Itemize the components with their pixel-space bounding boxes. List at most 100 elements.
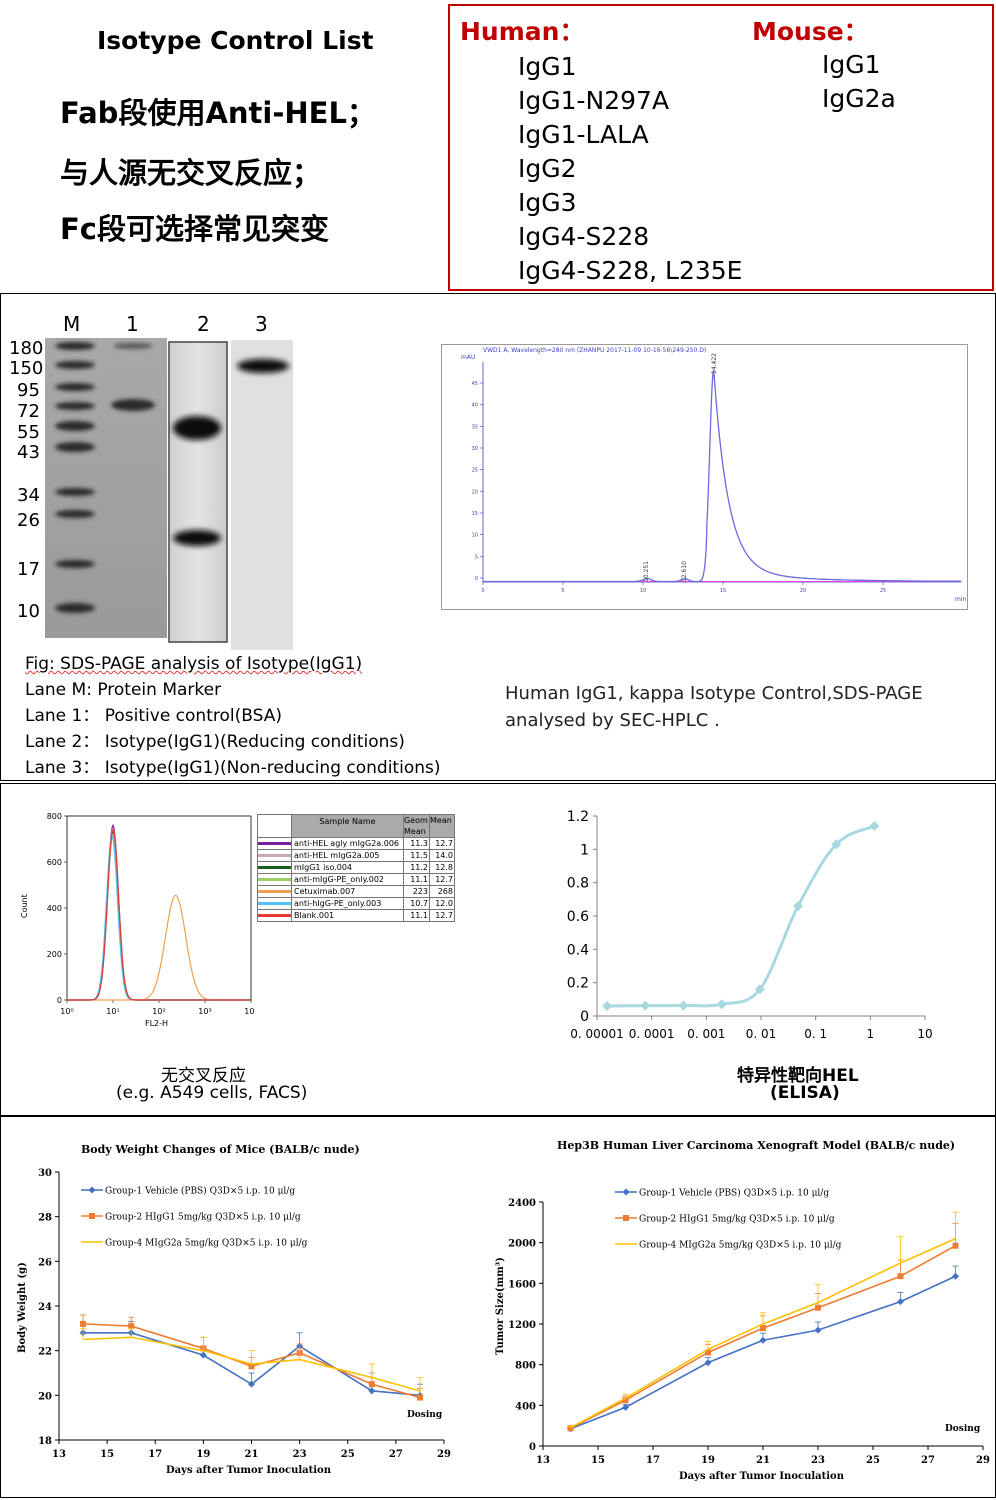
tv-point [897, 1273, 904, 1280]
bw-point [248, 1380, 255, 1388]
hplc-header: VWD1 A, Wavelength=280 nm (ZHANPU 2017-1… [483, 347, 706, 354]
facs-xtick-label: 10⁰ [60, 1007, 73, 1016]
tv-dosing: Dosing [945, 1424, 981, 1434]
tv-xtick-label: 19 [701, 1455, 715, 1466]
elisa-ytick-label: 1 [580, 842, 589, 858]
elisa-xtick-label: 0. 00001 [570, 1027, 623, 1041]
list-item: IgG1 [822, 50, 881, 79]
hplc-ytick-label: 0 [475, 576, 478, 582]
elisa-xtick-label: 0. 1 [804, 1027, 827, 1041]
bw-series [79, 1314, 424, 1401]
elisa-point [831, 839, 842, 850]
elisa-point [716, 999, 727, 1010]
feature-line-3: Fc段可选择常见突变 [60, 212, 330, 246]
elisa-point [640, 1000, 651, 1011]
tv-ytick-label: 1200 [508, 1320, 536, 1331]
column-header: Sample Name [292, 815, 404, 837]
bw-legend-label: Group-4 MIgG2a 5mg/kg Q3D×5 i.p. 10 μl/g [105, 1239, 308, 1249]
list-title: Isotype Control List [97, 26, 374, 55]
marker-label: 43 [17, 442, 40, 463]
list-item: IgG1-N297A [518, 86, 670, 115]
human-list: IgG1 IgG1-N297A IgG1-LALA IgG2 IgG3 IgG4… [518, 50, 742, 288]
elisa-ytick-label: 0.4 [567, 942, 589, 958]
elisa-point [869, 821, 880, 831]
lane-label-1: 1 [126, 312, 139, 336]
tv-ylabel: Tumor Size(mm³) [495, 1257, 506, 1355]
table-row: Cetuximab.007 223 268 [257, 886, 455, 898]
caption-line: Lane 2： Isotype(IgG1)(Reducing condition… [25, 732, 405, 752]
bw-ytick-label: 20 [38, 1391, 52, 1402]
hplc-ytick-label: 40 [472, 403, 478, 409]
caption-line: Lane 1： Positive control(BSA) [25, 706, 282, 726]
tv-ytick-label: 400 [515, 1401, 536, 1412]
table-cell: 12.7 [435, 839, 453, 848]
tv-point [897, 1298, 904, 1306]
elisa-xtick-label: 10 [917, 1027, 932, 1041]
facs-ytick-label: 800 [47, 812, 62, 821]
tv-series-line [570, 1237, 956, 1429]
marker-band [55, 603, 95, 613]
legend-swatch [258, 850, 292, 861]
elisa-series-line [607, 824, 876, 1008]
elisa-ytick-label: 0.6 [567, 909, 589, 925]
elisa-point [793, 901, 804, 911]
elisa-ytick-label: 0.2 [567, 976, 589, 992]
hplc-xtick-label: 15 [720, 588, 726, 594]
elisa-xtick-label: 0. 001 [687, 1027, 725, 1041]
table-cell: 10.7 [404, 898, 430, 909]
sds-page-gel [45, 338, 293, 650]
tv-xtick-label: 23 [811, 1455, 825, 1466]
marker-label: 150 [9, 358, 44, 379]
hplc-ytick-label: 25 [472, 468, 478, 474]
in-vivo-section: Body Weight Changes of Mice (BALB/c nude… [0, 1116, 996, 1498]
tv-xtick-label: 13 [536, 1455, 550, 1466]
hplc-caption: Human IgG1, kappa Isotype Control,SDS-PA… [505, 683, 923, 731]
lane2-light-chain-band [173, 530, 221, 546]
lane1-bsa-band [111, 399, 155, 411]
elisa-xtick-label: 1 [867, 1027, 875, 1041]
table-cell: 11.3 [404, 838, 430, 849]
facs-elisa-section: 0 200 400 600 800 10⁰ 10¹ 10² 10³ 10⁴ Count FL2-H… [0, 783, 996, 1116]
bw-xtick-label: 21 [245, 1449, 259, 1460]
lane2-heavy-chain-band [173, 416, 221, 440]
facs-caption-2: (e.g. A549 cells, FACS) [116, 1083, 308, 1103]
bw-legend-label: Group-2 HIgG1 5mg/kg Q3D×5 i.p. 10 μl/g [105, 1213, 301, 1223]
tv-legend-label: Group-4 MIgG2a 5mg/kg Q3D×5 i.p. 10 μl/g [639, 1241, 842, 1251]
bw-legend-marker [88, 1186, 96, 1194]
table-cell: 268 [437, 887, 453, 896]
bw-xtick-label: 13 [52, 1449, 66, 1460]
tv-point [952, 1242, 959, 1249]
bw-xtick-label: 23 [293, 1449, 307, 1460]
elisa-point [678, 1000, 689, 1011]
hplc-ytick-label: 45 [472, 381, 478, 387]
table-cell: 14.0 [435, 851, 453, 860]
tv-xtick-label: 29 [976, 1455, 990, 1466]
tv-ytick-label: 800 [515, 1361, 536, 1372]
caption-line: Lane M: Protein Marker [25, 680, 222, 700]
bw-xtick-label: 15 [100, 1449, 114, 1460]
hplc-trace [483, 370, 961, 583]
facs-ytick-label: 200 [47, 950, 62, 959]
marker-label: 34 [17, 485, 40, 506]
table-cell: anti-HEL mIgG2a.005 [292, 850, 404, 861]
table-row: Blank.001 11.1 12.7 [257, 910, 455, 922]
tv-series-line [570, 1275, 956, 1430]
list-item: IgG1-LALA [518, 120, 649, 149]
table-cell: Cetuximab.007 [292, 886, 404, 897]
bw-legend-label: Group-1 Vehicle (PBS) Q3D×5 i.p. 10 μl/g [105, 1186, 295, 1197]
bw-legend: Group-1 Vehicle (PBS) Q3D×5 i.p. 10 μl/g… [81, 1186, 308, 1249]
table-cell: 12.8 [435, 863, 453, 872]
table-row: anti-HEL agly mIgG2a.006 11.3 12.7 [257, 838, 455, 850]
table-cell: 223 [404, 886, 430, 897]
legend-swatch [258, 886, 292, 897]
marker-band [55, 342, 95, 350]
sds-caption: Fig: SDS-PAGE analysis of Isotype(IgG1) … [25, 651, 440, 781]
bw-xlabel: Days after Tumor Inoculation [166, 1465, 332, 1476]
list-item: IgG2 [518, 154, 577, 183]
table-cell: anti-mIgG-PE_only.002 [292, 874, 404, 885]
marker-label: 26 [17, 510, 40, 531]
marker-band [55, 421, 95, 431]
isotype-box: Human： Mouse： IgG1 IgG1-N297A IgG1-LALA … [448, 4, 994, 291]
lane3-intact-band [237, 359, 289, 373]
elisa-points [602, 821, 880, 1011]
